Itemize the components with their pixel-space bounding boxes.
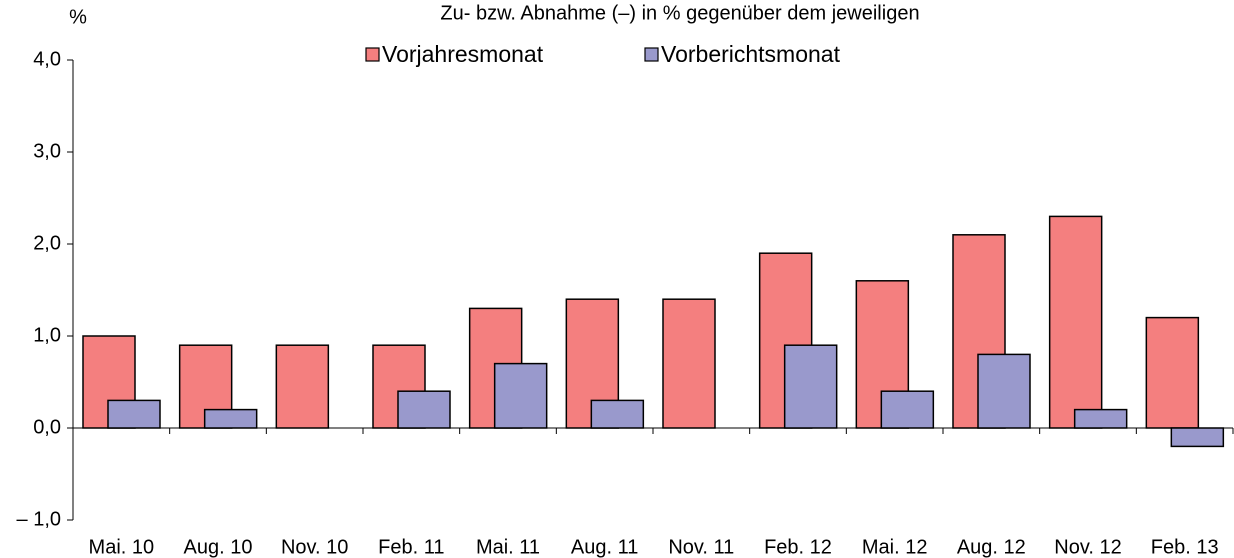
x-tick-label: Feb. 11 (378, 536, 444, 558)
bar (783, 344, 838, 429)
bar (493, 362, 548, 429)
y-tick-label: 1,0 (33, 324, 61, 346)
legend-label: Vorberichtsmonat (661, 41, 841, 67)
x-tick-label: Mai. 11 (476, 536, 540, 558)
y-tick-label: 0,0 (33, 416, 61, 438)
bar (397, 390, 451, 429)
bar (203, 408, 258, 429)
x-tick-label: Mai. 12 (862, 536, 928, 558)
x-tick-label: Aug. 12 (957, 536, 1026, 558)
x-tick-label: Nov. 12 (1054, 536, 1121, 558)
bar (880, 390, 935, 429)
x-tick-label: Mai. 10 (89, 536, 155, 558)
bar (1048, 215, 1103, 429)
x-tick-label: Nov. 11 (668, 536, 734, 558)
legend-swatch (644, 47, 659, 62)
bar (1073, 408, 1128, 429)
y-tick-label: – 1,0 (17, 508, 61, 530)
bar (662, 298, 716, 429)
bar (590, 399, 645, 429)
bar (275, 344, 330, 429)
legend-swatch (365, 47, 380, 62)
chart-title: Zu- bzw. Abnahme (–) in % gegenüber dem … (440, 2, 919, 24)
x-tick-label: Feb. 12 (764, 536, 832, 558)
y-tick-label: 3,0 (33, 140, 61, 162)
x-tick-label: Feb. 13 (1151, 536, 1219, 558)
bar (1145, 316, 1200, 429)
x-tick-label: Nov. 10 (281, 536, 348, 558)
bar (1170, 427, 1225, 448)
x-tick-label: Aug. 11 (571, 536, 638, 558)
y-tick-label: 2,0 (33, 232, 61, 254)
y-axis-label: % (69, 6, 87, 28)
bar (977, 353, 1031, 429)
bar (107, 399, 161, 429)
y-tick-label: 4,0 (33, 48, 61, 70)
legend-label: Vorjahresmonat (382, 41, 544, 67)
x-tick-label: Aug. 10 (184, 536, 253, 558)
